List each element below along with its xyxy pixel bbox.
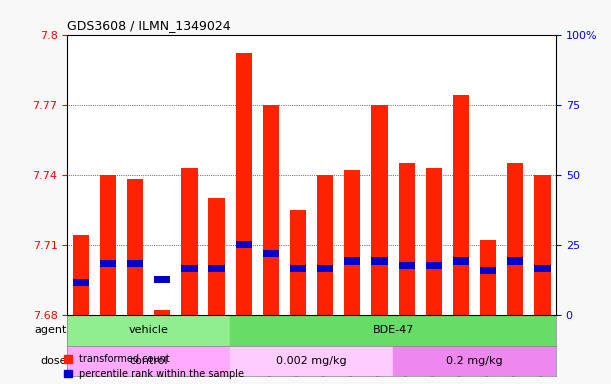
Bar bbox=[127, 260, 143, 267]
Text: agent: agent bbox=[35, 325, 67, 335]
Bar bbox=[426, 168, 442, 315]
Bar bbox=[67, 346, 230, 376]
Bar bbox=[507, 163, 524, 315]
Bar bbox=[426, 262, 442, 269]
Bar bbox=[371, 104, 387, 315]
Bar bbox=[236, 53, 252, 315]
Text: 0.002 mg/kg: 0.002 mg/kg bbox=[276, 356, 347, 366]
Bar bbox=[480, 267, 496, 274]
Bar bbox=[317, 175, 334, 315]
Bar bbox=[73, 235, 89, 315]
Bar bbox=[263, 250, 279, 258]
Bar bbox=[181, 265, 197, 271]
Bar bbox=[480, 240, 496, 315]
Bar bbox=[100, 260, 116, 267]
Legend: transformed count, percentile rank within the sample: transformed count, percentile rank withi… bbox=[60, 350, 248, 383]
Bar bbox=[290, 265, 306, 271]
Bar bbox=[154, 276, 170, 283]
Bar bbox=[208, 198, 225, 315]
Text: vehicle: vehicle bbox=[129, 325, 169, 335]
Bar bbox=[230, 315, 556, 346]
Bar bbox=[344, 258, 360, 265]
Bar bbox=[154, 310, 170, 315]
Bar bbox=[371, 258, 387, 265]
Bar bbox=[453, 95, 469, 315]
Bar bbox=[453, 258, 469, 265]
Bar bbox=[73, 278, 89, 286]
Bar bbox=[393, 346, 556, 376]
Text: BDE-47: BDE-47 bbox=[372, 325, 414, 335]
Bar bbox=[67, 315, 230, 346]
Bar bbox=[534, 265, 551, 271]
Bar bbox=[398, 163, 415, 315]
Bar bbox=[290, 210, 306, 315]
Bar bbox=[398, 262, 415, 269]
Bar bbox=[344, 170, 360, 315]
Bar bbox=[100, 175, 116, 315]
Text: 0.2 mg/kg: 0.2 mg/kg bbox=[446, 356, 503, 366]
Bar bbox=[181, 168, 197, 315]
Bar bbox=[263, 104, 279, 315]
Bar bbox=[534, 175, 551, 315]
Bar bbox=[208, 265, 225, 271]
Bar bbox=[127, 179, 143, 315]
Bar bbox=[236, 241, 252, 248]
Bar bbox=[317, 265, 334, 271]
Bar bbox=[230, 346, 393, 376]
Text: GDS3608 / ILMN_1349024: GDS3608 / ILMN_1349024 bbox=[67, 19, 231, 32]
Text: dose: dose bbox=[41, 356, 67, 366]
Bar bbox=[507, 258, 524, 265]
Text: control: control bbox=[130, 356, 168, 366]
